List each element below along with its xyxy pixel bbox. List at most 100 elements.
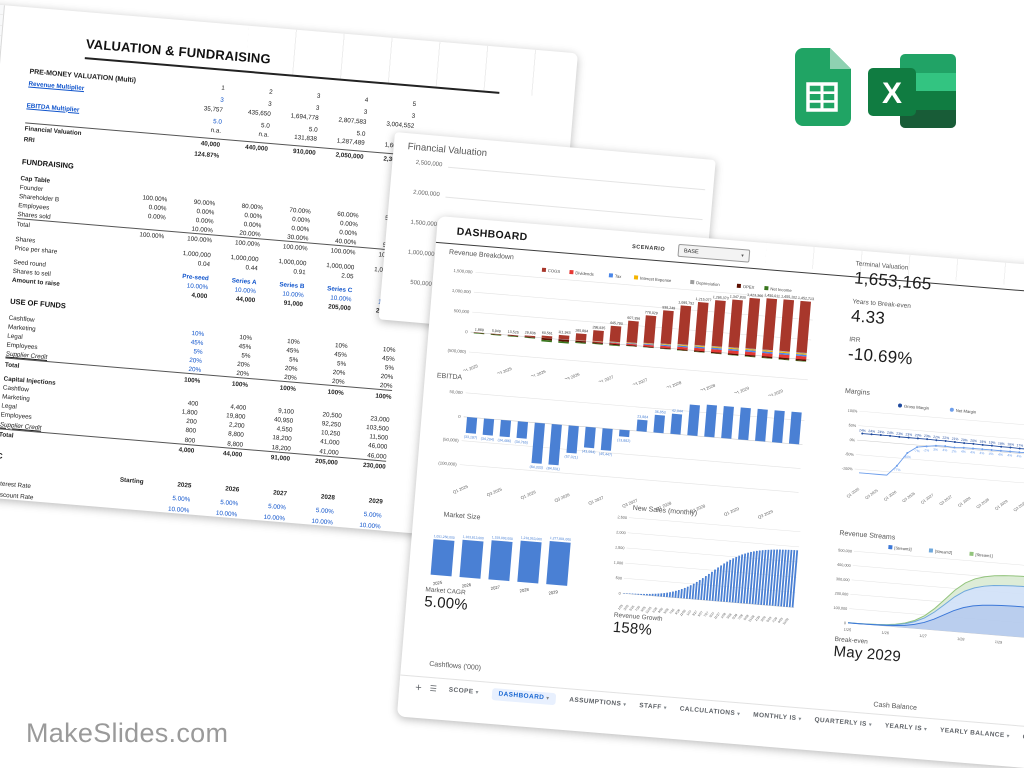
all-sheets-menu-icon[interactable]: ☰ [429,683,438,694]
svg-text:3/25: 3/25 [623,604,630,611]
svg-text:1,455,102: 1,455,102 [781,294,797,299]
svg-text:4%: 4% [979,451,984,455]
svg-text:Q1 2027: Q1 2027 [597,374,614,385]
sheet-tab-staff[interactable]: STAFF ▾ [638,702,667,712]
svg-text:1/28: 1/28 [957,637,965,642]
svg-text:Q3 2027: Q3 2027 [631,377,648,388]
scenario-dropdown[interactable]: BASE ▾ [677,243,751,263]
svg-text:5/29: 5/29 [766,616,773,623]
svg-text:13,525: 13,525 [508,330,519,335]
chevron-down-icon: ▾ [663,705,667,712]
svg-text:4%: 4% [970,450,975,454]
svg-text:1/27: 1/27 [919,634,927,639]
svg-text:9/26: 9/26 [674,608,681,615]
svg-text:4%: 4% [942,448,947,452]
sheet-cell: 205,000 [314,457,339,467]
svg-text:111,943: 111,943 [558,330,571,335]
chevron-down-icon: ▾ [740,252,744,260]
svg-text:60,561: 60,561 [542,331,553,336]
scenario-value: BASE [683,248,699,256]
svg-text:9/28: 9/28 [743,614,750,621]
svg-text:4%: 4% [961,449,966,453]
add-sheet-button[interactable]: + [414,681,423,694]
sheet-cell: n.a. [210,126,222,135]
sheet-cell: 1 [220,84,226,93]
svg-text:9/27: 9/27 [708,611,715,618]
svg-text:Net Margin: Net Margin [956,408,977,415]
svg-text:445,790: 445,790 [610,321,623,326]
svg-text:1,450,011: 1,450,011 [764,293,780,298]
kpi-value: 4.33 [850,306,886,328]
svg-text:1,215,077: 1,215,077 [695,297,711,302]
svg-text:[Stream2]: [Stream2] [935,549,953,555]
valuation-sheet-content: VALUATION & FUNDRAISING PRE-MONEY VALUAT… [0,32,502,532]
svg-text:19%: 19% [989,440,996,445]
svg-text:[Stream3]: [Stream3] [894,545,912,551]
chevron-down-icon: ▾ [475,689,479,696]
chevron-down-icon: ▾ [737,711,741,718]
svg-text:100%: 100% [848,409,859,414]
svg-text:23%: 23% [924,434,931,439]
sheet-cell: 230,000 [362,461,386,471]
sheet-cell: 2025 [177,481,192,490]
sheet-tab-assumptions[interactable]: ASSUMPTIONS ▾ [568,696,627,709]
sheet-tab-quarterly-is[interactable]: QUARTERLY IS ▾ [814,716,873,729]
svg-text:Q3 2025: Q3 2025 [496,366,513,377]
svg-text:Q3 2026: Q3 2026 [564,371,581,382]
svg-text:24%: 24% [868,429,875,434]
svg-text:1,500: 1,500 [615,546,625,551]
sheet-tab-yearly-is[interactable]: YEARLY IS ▾ [884,722,928,733]
svg-text:(100,000): (100,000) [438,460,457,467]
scenario-label: SCENARIO [631,244,666,253]
svg-text:1/25: 1/25 [617,603,624,610]
svg-text:(34,486): (34,486) [497,438,511,443]
sheet-tab-yearly-balance[interactable]: YEARLY BALANCE ▾ [939,726,1010,740]
chevron-down-icon: ▾ [546,695,550,702]
svg-text:3%: 3% [933,447,938,451]
svg-text:1,423,366: 1,423,366 [747,293,763,298]
svg-text:Q3 2027: Q3 2027 [621,497,638,508]
sheet-cell [93,507,141,511]
svg-text:500,000: 500,000 [838,548,852,553]
sheet-tab-dashboard[interactable]: DASHBOARD ▾ [491,687,557,705]
sheet-cell: 4,000 [178,446,195,455]
svg-text:Gross Margin: Gross Margin [904,404,930,411]
svg-text:2027: 2027 [490,584,501,591]
svg-text:20%: 20% [961,438,968,443]
sheet-tab-bar: + ☰ SCOPE ▾ DASHBOARD ▾ ASSUMPTIONS ▾ STAFF… [398,674,1024,750]
y-tick-label: 1,500,000 [410,219,438,229]
svg-text:200,000: 200,000 [835,591,849,596]
sheet-tab-scope[interactable]: SCOPE ▾ [448,686,479,696]
svg-text:24%: 24% [887,431,894,436]
svg-text:100,000: 100,000 [833,606,847,611]
svg-text:4%: 4% [1007,453,1012,457]
sheet-cell: 5 [412,100,417,109]
sheet-cell: 91,000 [270,453,291,463]
sheet-tab-calculations[interactable]: CALCULATIONS ▾ [679,705,741,718]
svg-text:11/29: 11/29 [782,617,790,626]
svg-text:1,452,713: 1,452,713 [798,296,814,301]
svg-text:1,000: 1,000 [614,561,624,566]
sheet-cell: 1,694,778 [290,112,319,122]
svg-text:5/25: 5/25 [628,604,635,611]
svg-text:Dividends: Dividends [575,270,594,276]
sheet-cell: 44,000 [222,449,243,459]
svg-text:-30%: -30% [903,455,911,460]
svg-text:0: 0 [458,414,461,419]
svg-text:0%: 0% [849,438,855,442]
svg-text:82,278: 82,278 [775,398,786,403]
svg-text:7/26: 7/26 [668,608,675,615]
sheet-cell [125,127,173,131]
svg-text:(45,447): (45,447) [599,452,613,457]
row-number: 4 [0,24,3,37]
sheet-cell: 3 [316,92,321,101]
svg-text:2029: 2029 [548,589,559,596]
kpi-value: 158% [612,618,653,639]
svg-text:Q3 2027: Q3 2027 [939,495,953,507]
sheet-cell: 131,838 [293,133,318,143]
sheet-cell: 10.00% [358,522,381,531]
svg-text:20%: 20% [970,439,977,444]
svg-text:-77%: -77% [892,467,900,472]
sheet-tab-monthly-is[interactable]: MONTHLY IS ▾ [752,711,802,723]
svg-text:(57,021): (57,021) [564,455,578,460]
